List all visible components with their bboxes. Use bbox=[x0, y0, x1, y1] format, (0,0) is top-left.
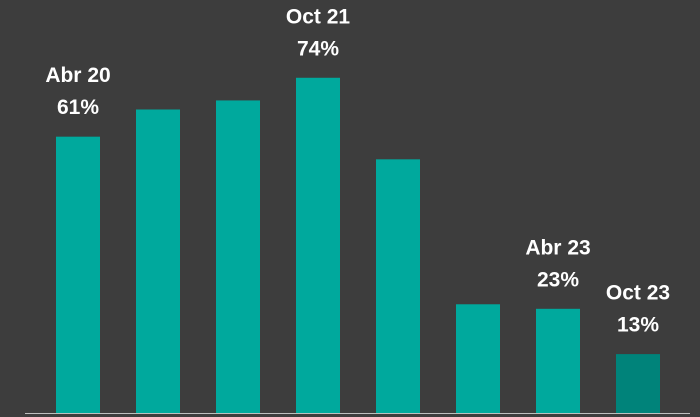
category-label: Abr 20 bbox=[45, 64, 110, 87]
bar bbox=[296, 77, 340, 413]
bar bbox=[536, 308, 580, 413]
bar bbox=[616, 354, 660, 413]
value-label: 13% bbox=[617, 314, 659, 337]
value-label: 74% bbox=[297, 37, 339, 60]
category-label: Oct 21 bbox=[286, 5, 351, 28]
value-label: 23% bbox=[537, 268, 579, 291]
bar bbox=[456, 304, 500, 413]
category-label: Abr 23 bbox=[525, 236, 590, 259]
bar bbox=[56, 136, 100, 414]
bar bbox=[216, 100, 260, 414]
value-label: 61% bbox=[57, 96, 99, 119]
bar bbox=[136, 109, 180, 414]
bar bbox=[376, 159, 420, 413]
category-label: Oct 23 bbox=[606, 282, 670, 305]
